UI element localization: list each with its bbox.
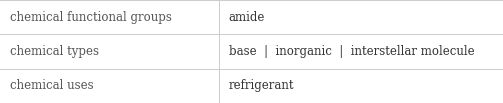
Text: refrigerant: refrigerant bbox=[229, 79, 294, 92]
Text: chemical uses: chemical uses bbox=[10, 79, 94, 92]
Text: chemical functional groups: chemical functional groups bbox=[10, 11, 172, 24]
Text: chemical types: chemical types bbox=[10, 45, 99, 58]
Text: base  |  inorganic  |  interstellar molecule: base | inorganic | interstellar molecule bbox=[229, 45, 474, 58]
Text: amide: amide bbox=[229, 11, 265, 24]
